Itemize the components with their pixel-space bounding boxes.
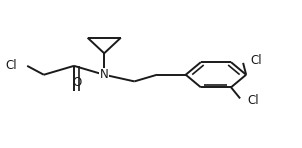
Text: N: N (100, 68, 108, 81)
Text: Cl: Cl (5, 59, 17, 72)
Text: Cl: Cl (251, 54, 262, 67)
Text: O: O (72, 76, 81, 89)
Text: Cl: Cl (248, 94, 259, 107)
